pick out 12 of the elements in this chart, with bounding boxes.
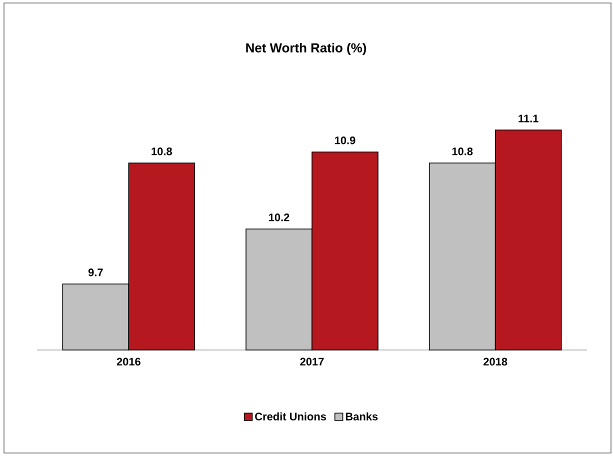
data-label: 10.8: [152, 148, 172, 156]
x-tick-label: 2017: [300, 358, 324, 366]
data-label: 10.2: [269, 214, 290, 222]
x-tick-label: 2018: [484, 358, 508, 366]
chart-title: Net Worth Ratio (%): [246, 42, 366, 56]
data-label: 10.8: [452, 148, 473, 156]
legend-label: Credit Unions: [255, 412, 326, 420]
data-label: 9.7: [88, 268, 103, 276]
data-label: 10.9: [335, 136, 356, 144]
legend-label: Banks: [346, 412, 378, 420]
data-label: 11.1: [518, 114, 538, 122]
x-tick-label: 2016: [116, 358, 140, 366]
